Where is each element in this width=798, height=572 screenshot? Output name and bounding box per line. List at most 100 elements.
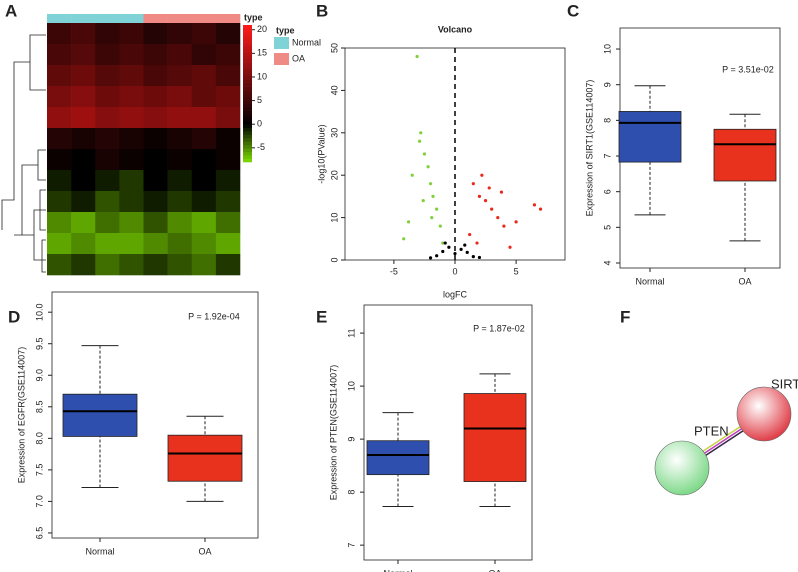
heat-cell [191,23,217,45]
heat-cell [167,233,193,255]
heat-cell [47,170,72,192]
colorbar-tick-label: 5 [257,95,262,105]
colorbar-step [243,72,252,77]
point [508,245,512,249]
heat-cell [191,107,217,129]
y-tick-label: 6.5 [34,527,44,540]
point [410,173,414,177]
point [477,194,482,198]
heat-cell [119,44,144,66]
p-value: P = 3.51e-02 [722,64,774,74]
plot-frame [363,304,533,561]
heat-cell [95,23,120,45]
heat-cell [167,191,193,213]
y-tick-label: 7.0 [34,495,44,508]
panel-letter: B [316,1,328,20]
point [421,199,425,203]
colorbar-step [243,31,252,36]
heat-cell [215,128,241,150]
heat-cell [95,149,120,171]
heat-cell [215,149,241,171]
heat-cell [47,65,72,87]
point [447,245,451,249]
annotation-cell [95,14,120,23]
heat-cell [71,254,96,276]
y-axis-label: Expression of PTEN(GSE114007) [328,365,338,500]
y-axis-label: Expression of SIRT1(GSE114007) [584,80,594,217]
heat-cell [143,170,168,192]
legend-label: Normal [292,37,321,47]
heat-cell [215,65,241,87]
point [406,220,411,224]
x-tick-label: Normal [635,276,664,286]
heat-cell [47,23,72,45]
point [496,216,500,220]
heat-cell [143,212,168,234]
point [459,247,463,251]
heat-cell [47,86,72,108]
heat-cell [71,191,96,213]
heat-cell [215,233,241,255]
y-tick-label: 10 [329,213,339,223]
heat-cell [143,254,168,276]
heat-cell [191,65,217,87]
heat-cell [143,107,168,129]
x-tick-label: Normal [85,546,114,556]
x-tick-label: -5 [390,266,398,276]
annotation-cell [167,14,193,23]
heat-cell [191,149,217,171]
heat-cell [143,233,168,255]
colorbar-step [243,120,252,125]
heat-cell [71,65,96,87]
y-tick-label: 50 [329,43,339,53]
heat-cell [215,254,241,276]
colorbar-step [243,86,252,91]
y-tick-label: 10.0 [34,303,44,321]
point [514,220,518,224]
point [483,199,488,203]
colorbar-step [243,28,252,33]
x-tick-label: OA [488,568,501,572]
y-tick-label: 10 [346,381,356,391]
box [463,393,527,482]
heat-cell [119,212,144,234]
heat-cell [215,44,241,66]
heat-cell [119,128,144,150]
heat-cell [191,233,217,255]
heat-cell [191,212,217,234]
heat-cell [71,128,96,150]
box [167,434,243,482]
y-axis-label: -log10(PValue) [316,124,326,183]
heat-cell [95,170,120,192]
colorbar-step [243,79,252,84]
colorbar-step [243,134,252,139]
colorbar-step [243,151,252,156]
y-tick-label: 8.5 [34,401,44,414]
box [618,111,682,163]
point [431,194,435,198]
point [499,190,504,194]
point [426,165,430,169]
colorbar-step [243,90,252,94]
point [532,203,537,207]
network-node [654,440,710,496]
colorbar-tick-label: 20 [257,24,267,34]
point [430,216,434,220]
colorbar-step [243,55,252,60]
heat-cell [47,233,72,255]
heat-cell [167,23,193,45]
point [428,256,433,260]
y-tick-label: 9.5 [34,337,44,350]
point [417,139,422,143]
colorbar-step [243,144,252,149]
heat-cell [143,191,168,213]
p-value: P = 1.87e-02 [473,323,525,333]
colorbar-step [243,148,252,153]
heat-cell [71,233,96,255]
heat-cell [47,254,72,276]
colorbar-step [243,42,252,46]
heat-cell [47,191,72,213]
heat-cell [191,191,217,213]
x-tick-label: Normal [383,568,412,572]
